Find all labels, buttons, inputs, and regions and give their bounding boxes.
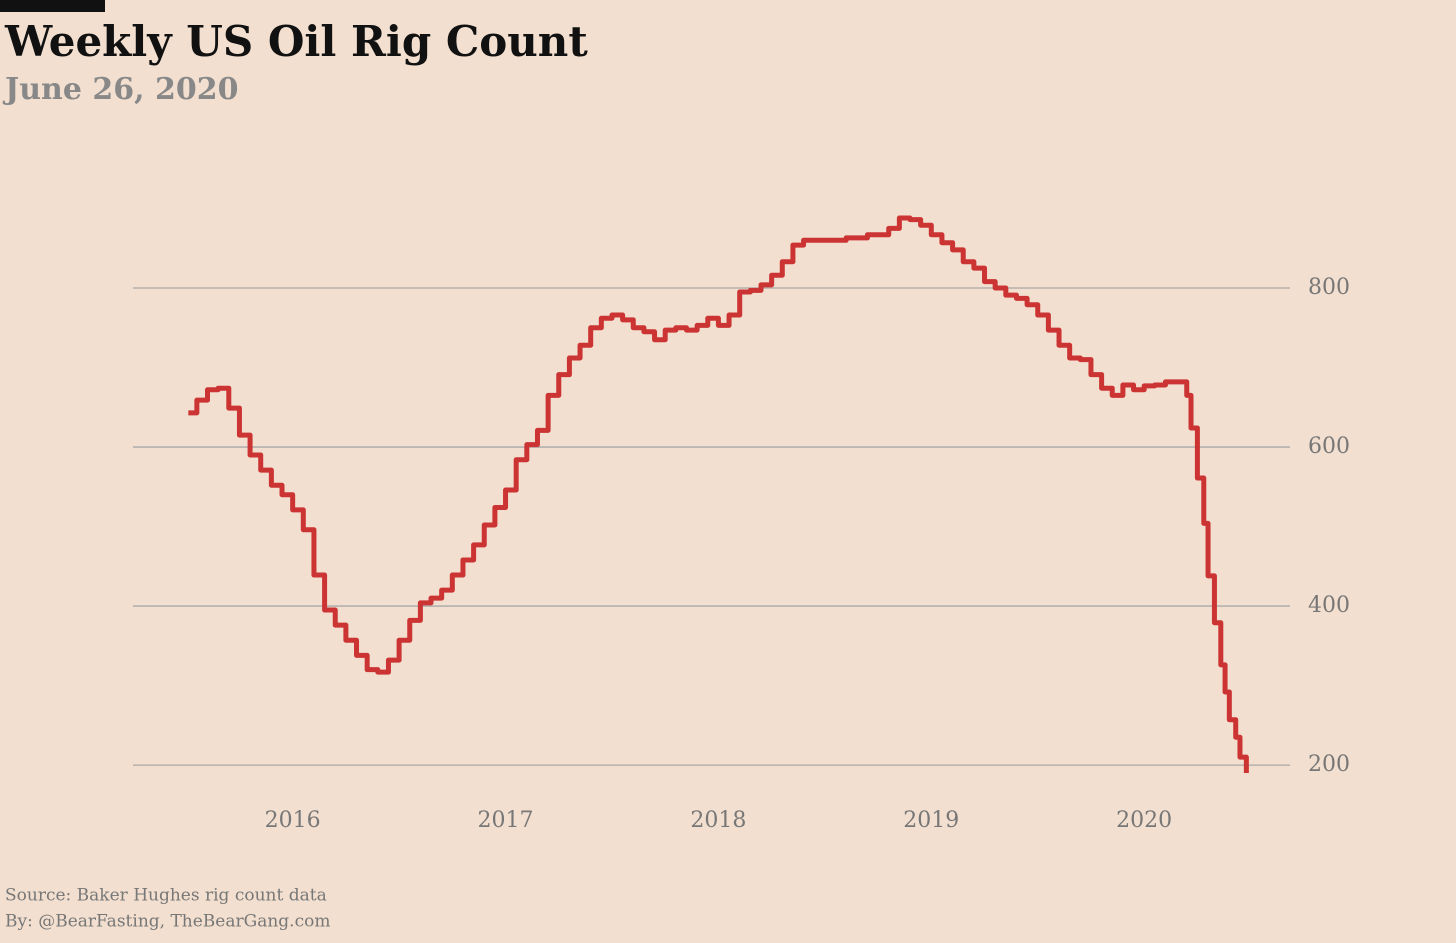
x-tick-label: 2019 (903, 808, 959, 833)
rig-count-line (188, 215, 1249, 774)
x-tick-label: 2016 (265, 808, 321, 833)
y-tick-label: 400 (1308, 593, 1350, 618)
chart-subtitle: June 26, 2020 (2, 72, 238, 107)
x-tick-label: 2018 (690, 808, 746, 833)
logo-bar (0, 0, 105, 12)
y-tick-label: 200 (1308, 752, 1350, 777)
chart-title: Weekly US Oil Rig Count (4, 17, 588, 66)
y-tick-label: 600 (1308, 434, 1350, 459)
x-tick-label: 2020 (1116, 808, 1172, 833)
byline: By: @BearFasting, TheBearGang.com (5, 912, 330, 932)
source: Source: Baker Hughes rig count data (5, 886, 327, 906)
y-tick-label: 800 (1308, 275, 1350, 300)
x-tick-label: 2017 (478, 808, 534, 833)
